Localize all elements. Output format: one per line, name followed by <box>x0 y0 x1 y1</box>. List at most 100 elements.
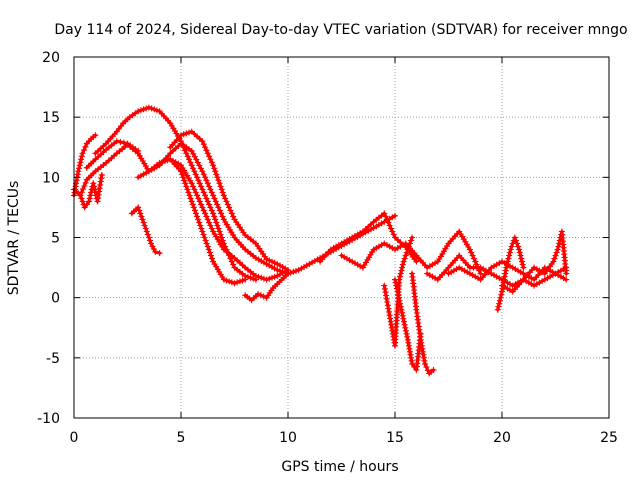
data-point <box>139 216 146 223</box>
series-trace <box>78 142 290 276</box>
data-point <box>208 159 215 166</box>
data-point <box>148 105 155 112</box>
data-point <box>501 276 508 283</box>
data-point <box>190 165 196 172</box>
data-point <box>183 150 190 157</box>
data-point <box>393 285 400 292</box>
data-point <box>563 264 570 271</box>
data-point <box>552 252 559 259</box>
data-point <box>199 204 206 211</box>
data-point <box>231 280 238 287</box>
series-sat-f <box>128 204 163 257</box>
data-point <box>186 192 193 199</box>
data-point <box>137 107 144 114</box>
data-point <box>194 192 201 199</box>
data-point <box>203 147 210 154</box>
data-point <box>511 234 518 241</box>
data-point <box>219 213 226 220</box>
data-point <box>190 204 197 211</box>
data-point <box>145 234 152 241</box>
data-point <box>203 177 210 184</box>
data-point <box>381 285 388 292</box>
data-point <box>516 249 523 256</box>
data-point <box>389 327 396 334</box>
data-point <box>382 289 389 296</box>
data-point <box>550 258 557 265</box>
data-point <box>202 174 209 181</box>
data-point <box>90 180 97 187</box>
data-point <box>147 237 153 244</box>
data-point <box>422 360 428 367</box>
data-point <box>190 183 196 190</box>
data-point <box>392 279 399 286</box>
data-point <box>400 258 407 265</box>
data-point <box>287 269 294 276</box>
data-point <box>228 279 235 286</box>
data-point <box>407 240 413 247</box>
data-point <box>204 216 211 223</box>
data-point <box>184 186 191 193</box>
data-point <box>404 246 411 253</box>
data-point <box>398 267 405 274</box>
data-point <box>269 258 275 265</box>
data-point <box>183 130 190 137</box>
data-point <box>413 258 420 265</box>
data-point <box>216 180 223 187</box>
data-point <box>218 210 225 217</box>
data-point <box>91 186 98 193</box>
data-point <box>395 294 402 301</box>
data-point <box>421 357 428 364</box>
data-point <box>76 162 83 169</box>
data-point <box>189 201 196 208</box>
data-point <box>392 276 398 283</box>
data-point <box>188 180 195 187</box>
data-point <box>219 237 226 244</box>
data-point <box>385 305 392 312</box>
data-point <box>402 324 409 331</box>
series-sat-n <box>381 234 416 349</box>
data-point <box>79 198 86 205</box>
data-point <box>430 366 437 373</box>
data-point <box>143 105 150 112</box>
data-point <box>187 159 194 166</box>
data-point <box>204 243 211 250</box>
data-point <box>498 291 505 298</box>
data-point <box>179 141 186 148</box>
data-point <box>77 159 84 166</box>
data-point <box>512 237 519 244</box>
data-point <box>178 168 184 175</box>
data-point <box>497 294 504 301</box>
data-point <box>113 138 120 145</box>
data-point <box>191 186 198 193</box>
data-point <box>503 264 510 271</box>
data-point <box>137 210 144 217</box>
data-point <box>78 153 85 160</box>
data-point <box>203 240 210 247</box>
series-sat-u <box>499 264 570 295</box>
data-point <box>179 171 186 178</box>
data-point <box>516 246 523 253</box>
x-axis-label: GPS time / hours <box>281 459 398 475</box>
data-point <box>192 171 199 178</box>
data-point <box>199 138 206 145</box>
y-tick-label: 15 <box>42 110 60 126</box>
x-tick-label: 25 <box>600 430 618 446</box>
data-point <box>219 189 226 196</box>
data-point <box>178 132 184 139</box>
data-point <box>78 156 85 163</box>
y-tick-label: 5 <box>51 231 60 247</box>
x-tick-label: 15 <box>386 430 404 446</box>
data-point <box>151 106 158 113</box>
data-point <box>195 195 202 202</box>
data-point <box>228 210 235 217</box>
x-tick-label: 0 <box>70 430 79 446</box>
data-point <box>203 213 210 220</box>
data-point <box>505 255 512 262</box>
data-point <box>234 279 241 286</box>
data-point <box>515 243 522 250</box>
series-sat-o <box>392 276 424 373</box>
data-point <box>79 150 86 157</box>
plot-area <box>71 104 570 377</box>
data-point <box>397 303 404 310</box>
